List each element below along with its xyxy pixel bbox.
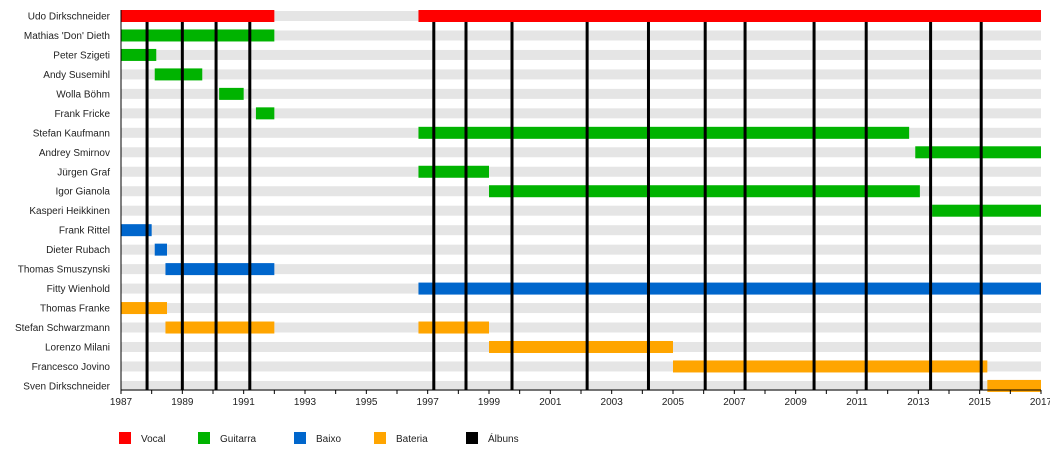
member-bar xyxy=(489,340,673,353)
member-bar xyxy=(418,282,1041,295)
row-background xyxy=(121,88,1041,99)
member-bar xyxy=(915,146,1041,159)
member-bar xyxy=(165,321,275,334)
album-line xyxy=(214,22,218,390)
member-label: Andy Susemihl xyxy=(43,70,110,81)
x-tick-label: 1991 xyxy=(233,397,256,408)
album-line xyxy=(585,22,589,390)
member-label: Jürgen Graf xyxy=(57,167,110,178)
member-label: Udo Dirkschneider xyxy=(28,12,111,23)
member-bar xyxy=(932,204,1041,217)
row-background xyxy=(121,264,1041,275)
album-line xyxy=(646,22,650,390)
album-line xyxy=(743,22,747,390)
row-background xyxy=(121,49,1041,60)
member-bar xyxy=(121,48,157,61)
legend-swatch xyxy=(294,432,306,444)
member-bar xyxy=(165,263,275,276)
row-background xyxy=(121,108,1041,119)
member-bar xyxy=(121,29,275,42)
legend-label: Guitarra xyxy=(220,434,257,445)
legend-swatch xyxy=(466,432,478,444)
album-line xyxy=(864,22,868,390)
member-label: Frank Rittel xyxy=(59,226,110,237)
x-tick-label: 1987 xyxy=(110,397,133,408)
album-line xyxy=(979,22,983,390)
member-label: Thomas Franke xyxy=(40,304,110,315)
legend-label: Baixo xyxy=(316,434,341,445)
x-tick-label: 2013 xyxy=(907,397,930,408)
member-bar xyxy=(121,10,275,22)
member-label: Frank Fricke xyxy=(54,109,110,120)
x-tick-label: 1993 xyxy=(294,397,317,408)
member-label: Wolla Böhm xyxy=(56,89,110,100)
member-bar xyxy=(219,87,244,100)
row-background xyxy=(121,244,1041,255)
member-label: Francesco Jovino xyxy=(32,362,111,373)
x-tick-label: 1995 xyxy=(355,397,378,408)
member-label: Lorenzo Milani xyxy=(45,342,110,353)
member-bar xyxy=(255,107,275,120)
member-bar xyxy=(121,302,167,315)
member-label: Andrey Smirnov xyxy=(39,148,110,159)
x-tick-label: 2007 xyxy=(723,397,746,408)
album-line xyxy=(929,22,933,390)
album-line xyxy=(464,22,468,390)
row-background xyxy=(121,69,1041,80)
row-background xyxy=(121,361,1041,372)
row-background xyxy=(121,30,1041,41)
legend-label: Vocal xyxy=(141,434,165,445)
x-tick-label: 2001 xyxy=(539,397,562,408)
legend-label: Álbuns xyxy=(488,432,519,445)
x-tick-label: 1989 xyxy=(171,397,194,408)
member-label: Fitty Wienhold xyxy=(47,284,110,295)
member-label: Thomas Smuszynski xyxy=(18,265,110,276)
x-tick-label: 2005 xyxy=(662,397,685,408)
legend-swatch xyxy=(374,432,386,444)
member-bar xyxy=(987,379,1041,392)
member-bar xyxy=(154,68,203,81)
member-label: Stefan Kaufmann xyxy=(33,128,110,139)
x-tick-label: 2003 xyxy=(601,397,624,408)
x-tick-label: 2009 xyxy=(785,397,808,408)
member-bar xyxy=(418,165,489,178)
member-label: Stefan Schwarzmann xyxy=(15,323,110,334)
album-line xyxy=(145,22,149,390)
member-bar xyxy=(121,224,152,237)
album-line xyxy=(432,22,436,390)
member-label: Peter Szigeti xyxy=(53,50,110,61)
album-line xyxy=(812,22,816,390)
row-background xyxy=(121,166,1041,177)
row-background xyxy=(121,225,1041,236)
album-line xyxy=(180,22,184,390)
row-background xyxy=(121,322,1041,333)
member-bar xyxy=(154,243,167,256)
x-tick-label: 1999 xyxy=(478,397,501,408)
legend-label: Bateria xyxy=(396,434,428,445)
member-label: Sven Dirkschneider xyxy=(23,381,110,392)
legend-swatch xyxy=(198,432,210,444)
member-bar xyxy=(418,10,1041,22)
row-background xyxy=(121,147,1041,158)
member-label: Mathias 'Don' Dieth xyxy=(24,31,110,42)
x-tick-label: 2017 xyxy=(1030,397,1050,408)
member-bar xyxy=(673,360,988,373)
legend-swatch xyxy=(119,432,131,444)
member-bar xyxy=(418,126,910,139)
album-line xyxy=(248,22,252,390)
row-background xyxy=(121,205,1041,216)
x-tick-label: 2015 xyxy=(969,397,992,408)
row-background xyxy=(121,380,1041,391)
member-bar xyxy=(418,321,489,334)
x-tick-label: 1997 xyxy=(417,397,440,408)
member-label: Kasperi Heikkinen xyxy=(29,206,110,217)
album-line xyxy=(703,22,707,390)
row-background xyxy=(121,303,1041,314)
x-tick-label: 2011 xyxy=(846,397,868,408)
album-line xyxy=(510,22,514,390)
member-label: Dieter Rubach xyxy=(46,245,110,256)
member-label: Igor Gianola xyxy=(56,187,111,198)
